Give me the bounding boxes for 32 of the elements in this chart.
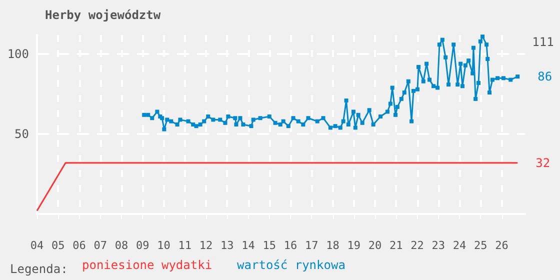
data-label: 86 bbox=[538, 70, 552, 84]
x-tick-label: 07 bbox=[94, 239, 107, 252]
x-tick-label: 09 bbox=[136, 239, 150, 252]
x-tick-label: 25 bbox=[474, 239, 488, 252]
y-tick-label: 100 bbox=[7, 47, 29, 62]
x-tick-label: 24 bbox=[452, 239, 467, 252]
x-tick-label: 13 bbox=[220, 239, 234, 252]
x-tick-label: 21 bbox=[390, 239, 403, 252]
x-tick-label: 08 bbox=[114, 239, 128, 252]
x-tick-label: 11 bbox=[178, 239, 192, 252]
text: 111 bbox=[532, 35, 554, 49]
y-tick-label: 50 bbox=[14, 127, 29, 142]
data-label: 32 bbox=[536, 156, 550, 170]
x-tick-label: 05 bbox=[52, 239, 65, 252]
text: wartość rynkowa bbox=[237, 258, 346, 272]
x-tick-label: 23 bbox=[432, 239, 446, 252]
x-tick-label: 18 bbox=[326, 239, 340, 252]
x-tick-label: 14 bbox=[242, 239, 256, 252]
chart-title: Herby województw bbox=[45, 8, 162, 22]
x-tick-label: 12 bbox=[199, 239, 213, 252]
x-tick-label: 19 bbox=[347, 239, 361, 252]
text: poniesione wydatki bbox=[82, 258, 212, 272]
x-tick-label: 16 bbox=[284, 239, 298, 252]
x-tick-label: 10 bbox=[157, 239, 170, 252]
x-tick-label: 22 bbox=[410, 239, 424, 252]
x-tick-label: 20 bbox=[368, 239, 382, 252]
x-tick-label: 26 bbox=[495, 239, 508, 252]
x-tick-label: 04 bbox=[30, 239, 44, 252]
x-tick-label: 15 bbox=[262, 239, 276, 252]
legend-title: Legenda: bbox=[10, 262, 68, 276]
x-tick-label: 17 bbox=[305, 239, 318, 252]
x-tick-label: 06 bbox=[72, 239, 86, 252]
